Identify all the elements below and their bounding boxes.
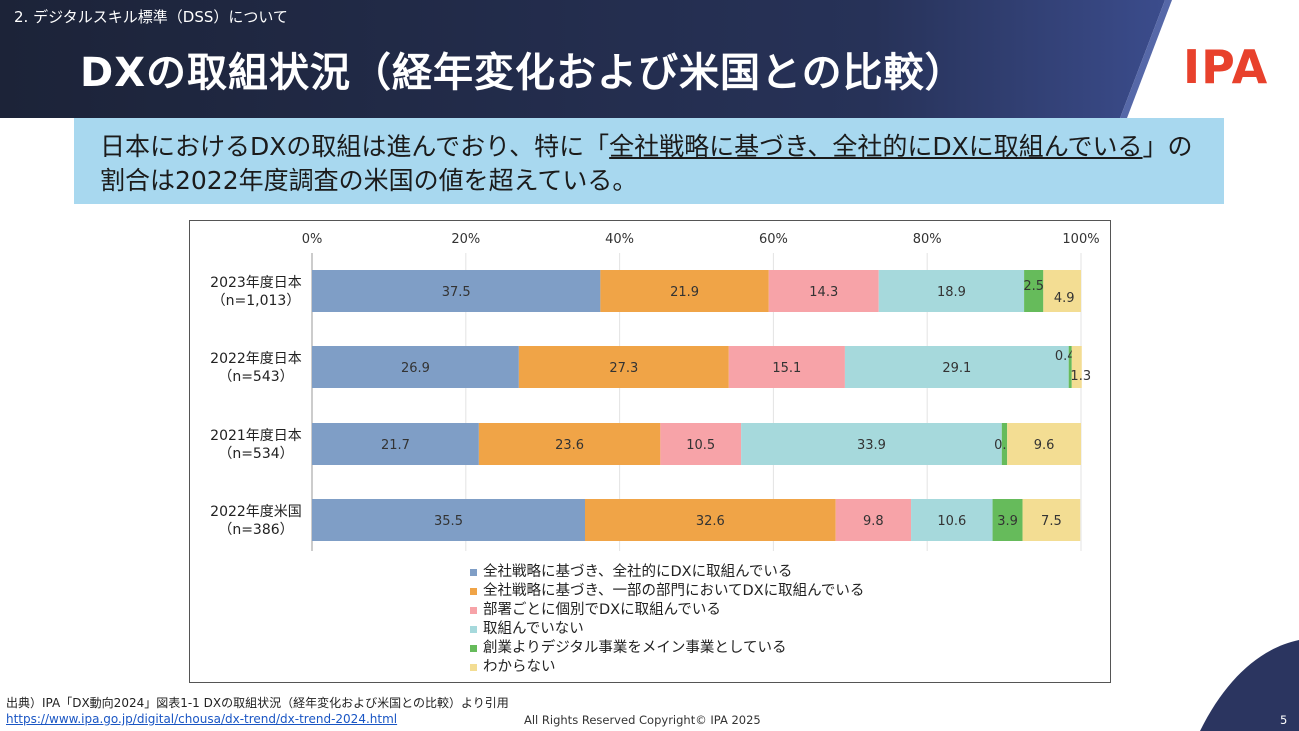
corner-decoration [1200,640,1299,731]
data-label: 10.6 [937,514,966,529]
data-label: 10.5 [686,438,715,453]
legend-item: 取組んでいない [470,620,864,639]
bar-segment [1001,423,1008,465]
bar-segment [1007,423,1081,465]
category-sample-size: （n=543） [218,369,293,385]
data-label: 2.5 [1023,279,1044,294]
bar-segment [728,346,845,388]
category-label: 2022年度日本 [210,351,302,367]
summary-prefix: 日本におけるDXの取組は進んでおり、特に「 [100,132,610,161]
page-title: DXの取組状況（経年変化および米国との比較） [80,50,966,96]
data-label: 21.9 [670,285,699,300]
bar-segment [1024,270,1044,312]
legend-label: 全社戦略に基づき、全社的にDXに取組んでいる [483,564,793,580]
bar-segment [1071,346,1082,388]
data-label: 27.3 [609,361,638,376]
data-label: 7.5 [1041,514,1062,529]
source-link[interactable]: https://www.ipa.go.jp/digital/chousa/dx-… [6,712,398,726]
copyright: All Rights Reserved Copyright© IPA 2025 [524,713,761,727]
source-note: 出典）IPA「DX動向2024」図表1-1 DXの取組状況（経年変化および米国と… [6,696,509,710]
bar-segment [844,346,1069,388]
data-label: 18.9 [937,285,966,300]
data-label: 1.3 [1070,369,1091,384]
bar-segment [312,499,585,541]
bar-segment [911,499,993,541]
data-label: 32.6 [696,514,725,529]
x-tick-label: 20% [451,232,480,247]
x-tick-label: 80% [913,232,942,247]
data-label: 9.6 [1034,438,1055,453]
category-sample-size: （n=534） [218,446,293,462]
category-sample-size: （n=386） [218,522,293,538]
legend-label: 創業よりデジタル事業をメイン事業としている [483,640,787,656]
legend-label: 全社戦略に基づき、一部の部門においてDXに取組んでいる [483,583,865,599]
bar-segment [312,423,479,465]
bar-segment [312,270,601,312]
legend-item: 創業よりデジタル事業をメイン事業としている [470,639,864,658]
x-tick-label: 40% [605,232,634,247]
data-label: 29.1 [942,361,971,376]
legend-label: 取組んでいない [483,621,584,637]
legend-item: 部署ごとに個別でDXに取組んでいる [470,601,864,620]
data-label: 23.6 [555,438,584,453]
section-label: 2. デジタルスキル標準（DSS）について [14,8,288,26]
data-label: 14.3 [809,285,838,300]
bar-segment [878,270,1025,312]
x-tick-label: 60% [759,232,788,247]
category-label: 2022年度米国 [210,504,302,520]
data-label: 3.9 [997,514,1018,529]
summary-highlight: 全社戦略に基づき、全社的にDXに取組んでいる [609,132,1143,161]
summary-suffix: 」の割合は2022年度調査の米国の値を超えている。 [100,132,1193,195]
bar-segment [835,499,912,541]
page-number: 5 [1280,713,1288,727]
summary-text: 日本におけるDXの取組は進んでおり、特に「全社戦略に基づき、全社的にDXに取組ん… [100,130,1200,198]
category-sample-size: （n=1,013） [212,293,301,309]
bar-segment [600,270,769,312]
x-tick-label: 100% [1062,232,1099,247]
summary-callout: 日本におけるDXの取組は進んでおり、特に「全社戦略に基づき、全社的にDXに取組ん… [74,118,1224,204]
legend-swatch [470,664,477,671]
legend-swatch [470,645,477,652]
bar-segment [768,270,879,312]
chart-legend: 全社戦略に基づき、全社的にDXに取組んでいる全社戦略に基づき、一部の部門において… [470,563,864,677]
legend-item: わからない [470,658,864,677]
bar-segment [992,499,1023,541]
data-label: 0.4 [1055,349,1076,364]
legend-swatch [470,588,477,595]
x-tick-label: 0% [302,232,323,247]
legend-swatch [470,569,477,576]
data-label: 21.7 [381,438,410,453]
category-label: 2023年度日本 [210,275,302,291]
bar-segment [478,423,661,465]
legend-swatch [470,626,477,633]
bar-segment [1068,346,1072,388]
data-label: 33.9 [857,438,886,453]
ipa-logo: IPA [1183,40,1269,94]
category-label: 2021年度日本 [210,428,302,444]
stacked-bar-chart: 0% 20% 40% 60% 80% 100% 2023年度日本 （n=1,013） 37.5 2… [210,232,1100,551]
legend-label: 部署ごとに個別でDXに取組んでいる [483,602,721,618]
data-label: 26.9 [401,361,430,376]
slide-header: 2. デジタルスキル標準（DSS）について DXの取組状況（経年変化および米国と… [0,0,1299,118]
bar-segment [1022,499,1081,541]
legend-label: わからない [483,659,556,675]
legend-item: 全社戦略に基づき、一部の部門においてDXに取組んでいる [470,582,864,601]
legend-swatch [470,607,477,614]
legend-item: 全社戦略に基づき、全社的にDXに取組んでいる [470,563,864,582]
data-label: 15.1 [772,361,801,376]
data-label: 37.5 [442,285,471,300]
data-label: 35.5 [434,514,463,529]
chart-frame: 0% 20% 40% 60% 80% 100% 2023年度日本 （n=1,013） 37.5 2… [189,220,1111,683]
data-label: 9.8 [863,514,884,529]
bar-segment [312,346,519,388]
bar-segment [741,423,1002,465]
header-background [0,0,1172,118]
bar-segment [584,499,836,541]
data-label: 4.9 [1054,291,1075,306]
bar-segment [518,346,729,388]
bar-segment [660,423,742,465]
bar-segment [1043,270,1081,312]
